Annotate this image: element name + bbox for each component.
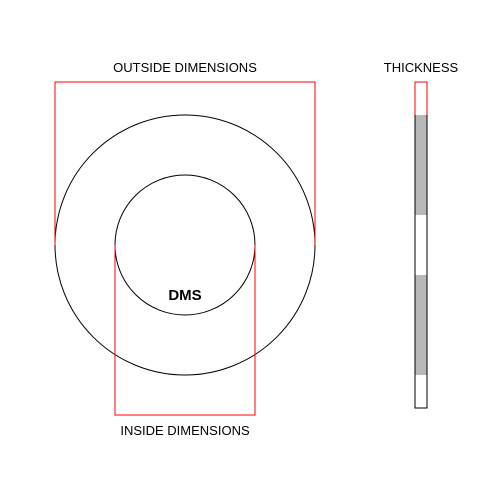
washer-dimension-diagram: OUTSIDE DIMENSIONS INSIDE DIMENSIONS THI…	[0, 0, 500, 500]
inside-dimensions-label: INSIDE DIMENSIONS	[120, 423, 250, 438]
outside-dimension-bracket	[55, 82, 315, 245]
center-label: DMS	[168, 287, 201, 304]
thickness-side-view	[415, 82, 427, 408]
thickness-label: THICKNESS	[384, 60, 459, 75]
outside-dimensions-label: OUTSIDE DIMENSIONS	[113, 60, 257, 75]
washer-outer-circle	[55, 115, 315, 375]
washer-front-view	[55, 115, 315, 375]
inside-dimension-bracket	[115, 245, 255, 415]
